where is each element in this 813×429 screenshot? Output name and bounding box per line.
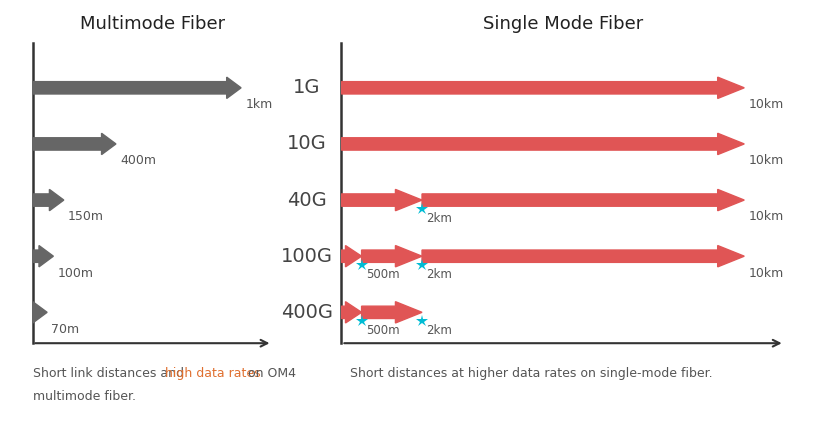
FancyArrow shape bbox=[33, 189, 63, 211]
FancyArrow shape bbox=[341, 302, 362, 323]
Text: 400m: 400m bbox=[120, 154, 156, 167]
Text: 1G: 1G bbox=[293, 79, 320, 97]
Text: 2km: 2km bbox=[426, 324, 452, 337]
FancyArrow shape bbox=[33, 245, 54, 267]
Text: Short link distances and: Short link distances and bbox=[33, 367, 188, 380]
Text: Short distances at higher data rates on single-mode fiber.: Short distances at higher data rates on … bbox=[350, 367, 712, 380]
Text: 400G: 400G bbox=[281, 303, 333, 322]
Text: 10km: 10km bbox=[748, 266, 784, 280]
Text: 100m: 100m bbox=[58, 266, 93, 280]
FancyArrow shape bbox=[362, 245, 422, 267]
FancyArrow shape bbox=[33, 77, 241, 99]
Text: 150m: 150m bbox=[68, 210, 104, 224]
Text: 2km: 2km bbox=[426, 212, 452, 225]
FancyArrow shape bbox=[341, 133, 744, 154]
Text: 500m: 500m bbox=[366, 324, 399, 337]
FancyArrow shape bbox=[341, 189, 422, 211]
FancyArrow shape bbox=[422, 189, 744, 211]
Text: 10km: 10km bbox=[748, 210, 784, 224]
Text: 100G: 100G bbox=[281, 247, 333, 266]
Text: 10km: 10km bbox=[748, 98, 784, 111]
Text: 10km: 10km bbox=[748, 154, 784, 167]
Text: 10G: 10G bbox=[287, 134, 327, 154]
Text: high data rates: high data rates bbox=[164, 367, 260, 380]
Text: on OM4: on OM4 bbox=[244, 367, 296, 380]
FancyArrow shape bbox=[422, 245, 744, 267]
FancyArrow shape bbox=[341, 77, 744, 99]
Text: multimode fiber.: multimode fiber. bbox=[33, 390, 136, 403]
Text: 500m: 500m bbox=[366, 268, 399, 281]
Text: 2km: 2km bbox=[426, 268, 452, 281]
FancyArrow shape bbox=[33, 133, 116, 154]
Text: 1km: 1km bbox=[246, 98, 272, 111]
Title: Single Mode Fiber: Single Mode Fiber bbox=[483, 15, 643, 33]
FancyArrow shape bbox=[362, 302, 422, 323]
Title: Multimode Fiber: Multimode Fiber bbox=[80, 15, 225, 33]
FancyArrow shape bbox=[33, 302, 47, 323]
FancyArrow shape bbox=[341, 245, 362, 267]
Text: 40G: 40G bbox=[287, 190, 327, 209]
Text: 70m: 70m bbox=[51, 323, 80, 335]
